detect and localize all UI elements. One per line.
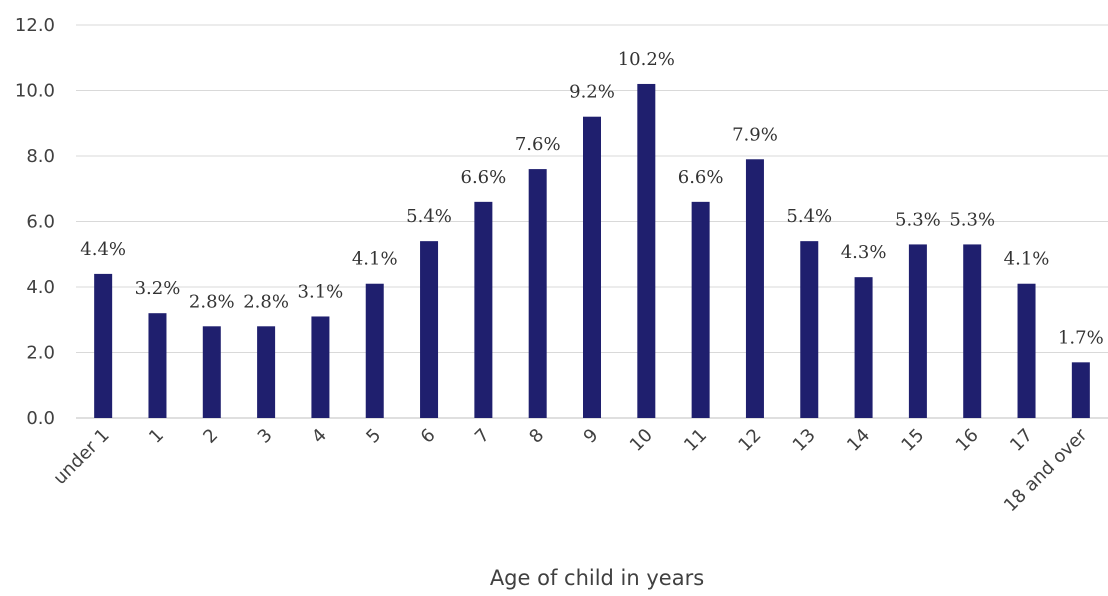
- bar: [583, 116, 601, 418]
- data-labels: 4.4% 3.2% 2.8% 2.8% 3.1% 4.1% 5.4% 6.6% 7.6% 9.2%…: [80, 49, 1103, 348]
- x-tick-label: 5: [362, 425, 385, 448]
- bar: [691, 201, 710, 418]
- data-label: 9.2%: [569, 82, 615, 103]
- data-label: 4.1%: [1004, 249, 1050, 270]
- x-tick-label: 12: [734, 425, 765, 456]
- data-label: 3.2%: [135, 278, 181, 299]
- bar: [474, 201, 493, 418]
- y-tick-label: 4.0: [26, 277, 55, 298]
- y-tick-label: 0.0: [26, 408, 55, 429]
- y-tick-label: 6.0: [26, 212, 55, 233]
- x-tick-label: 15: [897, 425, 928, 456]
- y-axis-ticks: 0.0 2.0 4.0 6.0 8.0 10.0 12.0: [15, 15, 55, 429]
- bar: [963, 244, 982, 418]
- data-label: 7.9%: [732, 124, 778, 145]
- x-tick-label: 7: [471, 425, 494, 448]
- x-tick-label: 11: [680, 425, 711, 456]
- x-axis-title: Age of child in years: [490, 566, 704, 590]
- bar: [528, 169, 547, 418]
- bar: [1071, 362, 1090, 418]
- x-tick-label: 2: [199, 425, 222, 448]
- x-tick-label: 1: [145, 425, 168, 448]
- x-tick-label: 8: [525, 425, 548, 448]
- bar: [257, 326, 276, 418]
- x-tick-label: 13: [789, 425, 820, 456]
- x-tick-label: 17: [1006, 425, 1037, 456]
- data-label: 5.4%: [786, 206, 832, 227]
- bar: [202, 326, 221, 418]
- x-tick-label: 3: [254, 425, 277, 448]
- data-label: 5.3%: [949, 209, 995, 230]
- x-tick-label: under 1: [49, 425, 113, 489]
- bar: [365, 283, 384, 418]
- data-label: 6.6%: [678, 167, 724, 188]
- bar: [637, 83, 656, 418]
- y-tick-label: 8.0: [26, 146, 55, 167]
- data-label: 6.6%: [461, 167, 507, 188]
- bar: [854, 277, 873, 418]
- data-label: 2.8%: [243, 291, 289, 312]
- bar: [420, 241, 439, 418]
- y-tick-label: 2.0: [26, 343, 55, 364]
- data-label: 1.7%: [1058, 327, 1104, 348]
- data-label: 4.3%: [841, 242, 887, 263]
- bar: [745, 159, 764, 418]
- bar: [908, 244, 927, 418]
- x-tick-label: 16: [952, 425, 983, 456]
- x-tick-label: 4: [308, 425, 331, 448]
- bar: [311, 316, 330, 418]
- bar: [800, 241, 819, 418]
- x-tick-label: 9: [580, 425, 603, 448]
- data-label: 7.6%: [515, 134, 561, 155]
- data-label: 4.4%: [80, 239, 126, 260]
- x-tick-label: 6: [417, 425, 440, 448]
- data-label: 4.1%: [352, 249, 398, 270]
- bar: [148, 313, 167, 418]
- y-tick-label: 12.0: [15, 15, 55, 36]
- data-label: 5.3%: [895, 209, 941, 230]
- bars: [94, 83, 1090, 418]
- x-tick-label: 14: [843, 425, 874, 456]
- bar: [1017, 283, 1036, 418]
- data-label: 3.1%: [298, 281, 344, 302]
- y-tick-label: 10.0: [15, 81, 55, 102]
- data-label: 2.8%: [189, 291, 235, 312]
- data-label: 10.2%: [618, 49, 675, 70]
- bar: [94, 273, 113, 418]
- data-label: 5.4%: [406, 206, 452, 227]
- x-tick-label: 10: [626, 425, 657, 456]
